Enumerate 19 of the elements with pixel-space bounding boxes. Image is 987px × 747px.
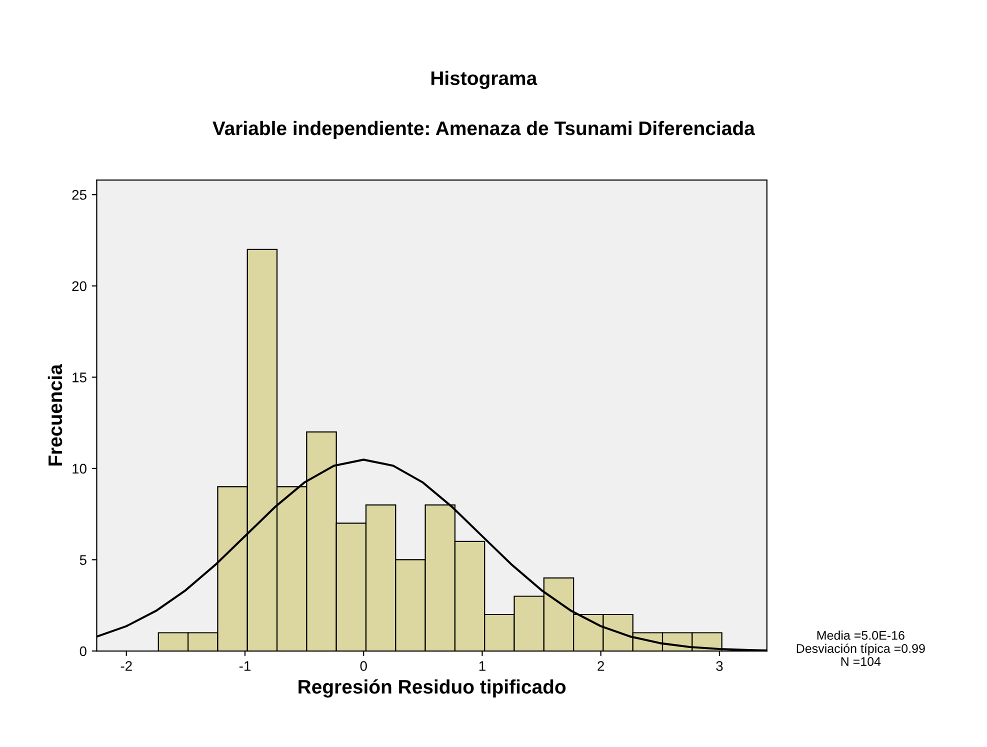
text: Media =5.0E-16: [817, 630, 904, 640]
y-tick-label: 15: [72, 372, 86, 382]
y-tick-label: 5: [80, 555, 86, 565]
text: N =104: [841, 657, 881, 666]
x-tick-label: 3: [716, 661, 723, 671]
x-tick-label: -1: [239, 661, 250, 671]
x-tick-label: -2: [120, 661, 132, 671]
y-tick-label: 25: [72, 190, 86, 200]
y-axis-title: Frecuencia: [48, 364, 62, 466]
chart-subtitle: Variable independiente: Amenaza de Tsunami Diferenciada: [212, 120, 755, 140]
chart-title: Histograma: [431, 70, 538, 90]
y-tick-label: 10: [72, 464, 86, 474]
y-tick-label: 0: [80, 646, 86, 656]
x-axis-title: Regresión Residuo tipificado: [298, 679, 566, 698]
y-tick-label: 20: [72, 281, 86, 292]
x-tick-label: 0: [360, 661, 367, 671]
text: Desviación típica =0.99: [796, 644, 925, 656]
x-tick-label: 1: [479, 661, 486, 671]
x-tick-label: 2: [598, 661, 604, 671]
